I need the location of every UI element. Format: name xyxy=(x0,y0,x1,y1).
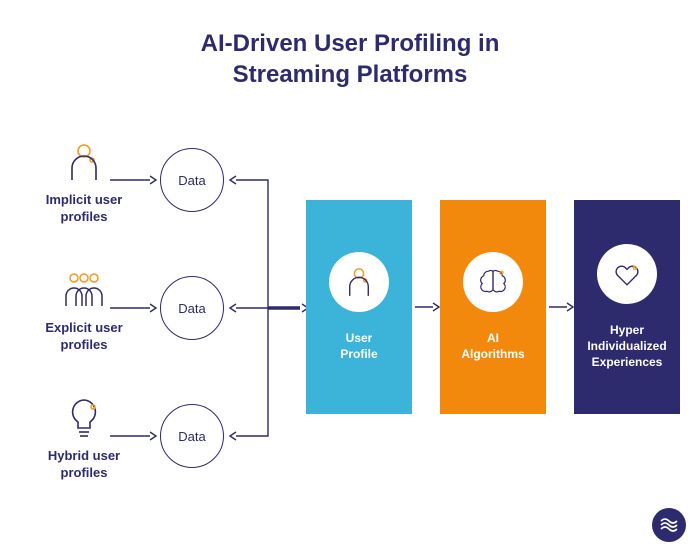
heart-icon xyxy=(610,257,644,291)
converge-arrows-icon xyxy=(224,150,310,450)
panel-label: HyperIndividualizedExperiences xyxy=(581,322,672,371)
arrow-icon xyxy=(108,428,158,444)
panel-circle xyxy=(329,252,389,312)
panel-circle xyxy=(597,244,657,304)
data-node: Data xyxy=(160,148,224,212)
data-node: Data xyxy=(160,276,224,340)
diagram-stage: Implicit userprofiles Explicit userprofi… xyxy=(0,0,700,554)
arrow-icon xyxy=(547,299,575,315)
arrow-icon xyxy=(413,299,441,315)
person-icon xyxy=(342,265,376,299)
panel-circle xyxy=(463,252,523,312)
panel-label: UserProfile xyxy=(334,330,383,362)
arrow-icon xyxy=(108,300,158,316)
people-icon xyxy=(62,268,106,312)
profile-label: Explicit userprofiles xyxy=(24,320,144,354)
panel-user-profile: UserProfile xyxy=(306,200,412,414)
brand-watermark-icon xyxy=(652,508,686,542)
person-icon xyxy=(62,140,106,184)
brain-icon xyxy=(476,265,510,299)
data-node: Data xyxy=(160,404,224,468)
profile-label: Implicit userprofiles xyxy=(24,192,144,226)
profile-label: Hybrid userprofiles xyxy=(24,448,144,482)
panel-ai-algorithms: AIAlgorithms xyxy=(440,200,546,414)
panel-hyper: HyperIndividualizedExperiences xyxy=(574,200,680,414)
bulb-icon xyxy=(62,396,106,440)
arrow-icon xyxy=(108,172,158,188)
panel-label: AIAlgorithms xyxy=(455,330,530,362)
